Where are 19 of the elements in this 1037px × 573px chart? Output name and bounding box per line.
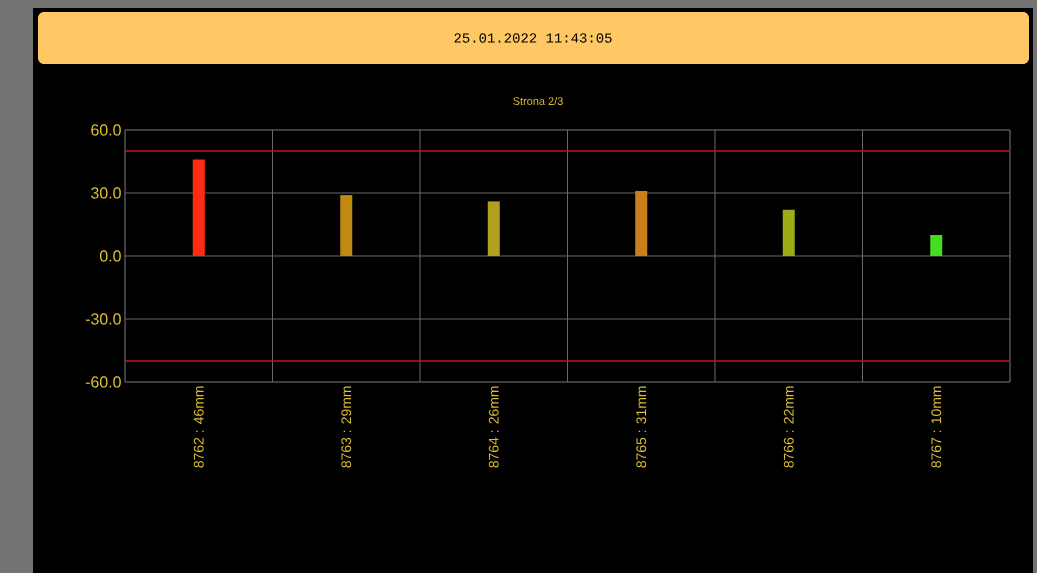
x-tick-label: 8766 : 22mm xyxy=(783,386,794,468)
chart-title: 25.01.2022 11:43:05 xyxy=(454,33,612,43)
bar xyxy=(930,234,943,256)
chart-subtitle: Strona 2/3 xyxy=(513,96,563,106)
y-tick-label: -60.0 xyxy=(85,376,121,388)
y-tick-label: -30.0 xyxy=(85,313,121,325)
bar xyxy=(635,190,648,256)
bar xyxy=(487,201,500,256)
y-tick-label: 30.0 xyxy=(91,187,121,199)
y-tick-label: 0.0 xyxy=(99,250,121,262)
x-tick-label: 8762 : 46mm xyxy=(193,386,204,468)
x-tick-label: 8764 : 26mm xyxy=(488,386,499,468)
bar xyxy=(340,195,353,256)
bar xyxy=(192,159,205,256)
x-tick-label: 8767 : 10mm xyxy=(931,386,942,468)
x-tick-label: 8765 : 31mm xyxy=(636,386,647,468)
x-tick-label: 8763 : 29mm xyxy=(341,386,352,468)
y-tick-label: 60.0 xyxy=(91,124,121,136)
bar xyxy=(782,209,795,256)
